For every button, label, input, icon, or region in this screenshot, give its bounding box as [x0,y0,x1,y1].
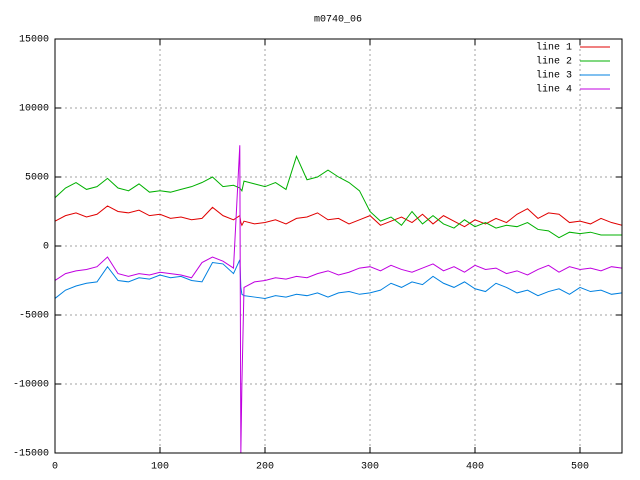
x-tick-label: 0 [52,462,58,473]
y-tick-label: 0 [43,242,49,253]
legend-label: line 1 [536,42,572,54]
y-tick-label: 5000 [25,173,49,184]
x-tick-label: 300 [361,462,379,473]
y-tick-label: -10000 [13,380,49,391]
y-tick-label: -15000 [13,449,49,460]
x-tick-label: 200 [256,462,274,473]
y-tick-label: 15000 [19,35,49,46]
legend-label: line 3 [536,70,572,82]
x-tick-label: 400 [466,462,484,473]
y-tick-label: 10000 [19,104,49,115]
data-line [55,259,622,299]
y-tick-label: -5000 [19,311,49,322]
legend-label: line 4 [536,84,572,96]
data-line [55,154,622,239]
legend: line 1 line 2 line 3 line 4 [536,42,610,96]
data-line [55,205,622,228]
x-tick-label: 100 [151,462,169,473]
plot-area [55,145,622,453]
chart-title: m0740_06 [314,15,362,26]
x-tick-label: 500 [571,462,589,473]
data-line [55,145,622,453]
legend-label: line 2 [536,56,572,68]
